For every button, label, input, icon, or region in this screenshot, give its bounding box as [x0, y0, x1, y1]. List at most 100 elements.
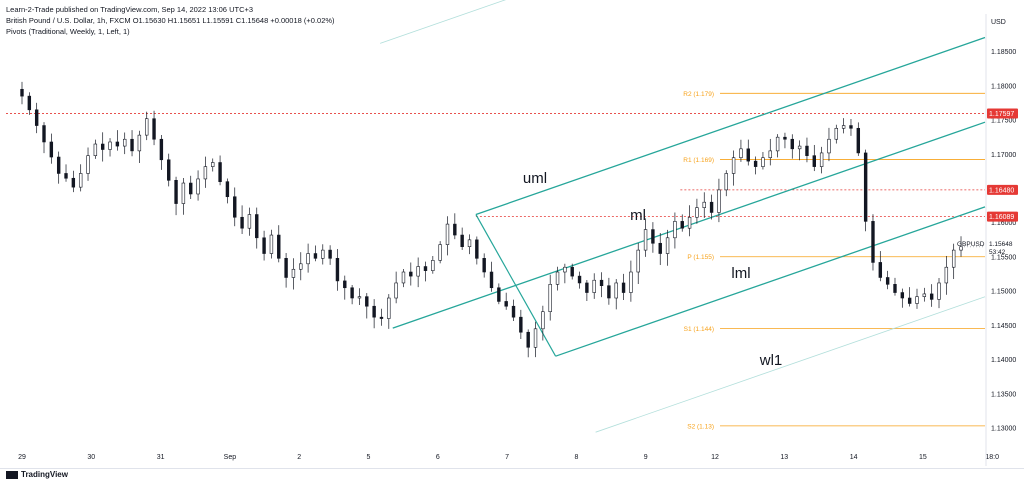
- candle-body: [702, 201, 706, 208]
- y-tick-label: 1.17000: [991, 152, 1016, 159]
- pitchfork-label: lml: [731, 265, 750, 282]
- candle-body: [878, 262, 883, 278]
- candle-body: [328, 249, 332, 259]
- candle-body: [585, 282, 589, 293]
- candle-body: [277, 234, 281, 259]
- candle-body: [929, 293, 934, 300]
- candle-body: [394, 282, 398, 299]
- x-tick-label: 30: [87, 454, 95, 461]
- candle-body: [629, 271, 633, 293]
- candle-body: [790, 138, 794, 150]
- candle-body: [379, 316, 384, 319]
- candle-body: [34, 109, 39, 126]
- candle-body: [922, 293, 927, 297]
- candle-body: [621, 282, 626, 293]
- candle-body: [438, 244, 442, 261]
- pitchfork-label: uml: [523, 170, 547, 187]
- candle-body: [636, 249, 640, 273]
- candle-body: [519, 316, 523, 333]
- candle-body: [269, 234, 274, 254]
- candle-body: [687, 216, 692, 229]
- candle-body: [797, 145, 802, 150]
- candle-body: [78, 173, 83, 188]
- price-tag: [987, 211, 1018, 222]
- pivot-label: P (1.155): [687, 254, 714, 261]
- candle-body: [137, 134, 142, 152]
- candle-body: [885, 277, 890, 285]
- candle-body: [152, 118, 156, 140]
- candle-body: [731, 157, 736, 174]
- chart-header: Learn-2-Trade published on TradingView.c…: [6, 4, 335, 37]
- candle-body: [423, 266, 428, 271]
- tradingview-icon: [6, 470, 18, 479]
- candle-body: [445, 223, 450, 245]
- indicator-line: Pivots (Traditional, Weekly, 1, Left, 1): [6, 27, 130, 36]
- upper-median-line: [475, 36, 986, 216]
- price-tag: [987, 184, 1018, 195]
- candle-body: [211, 162, 215, 167]
- candle-body: [255, 214, 259, 239]
- candle-body: [717, 189, 721, 213]
- pivot-label: S1 (1.144): [684, 326, 714, 333]
- candle-body: [401, 271, 406, 284]
- candle-body: [900, 292, 905, 299]
- candle-body: [167, 159, 171, 181]
- candle-body: [570, 266, 574, 277]
- candle-body: [372, 305, 376, 318]
- candle-body: [467, 239, 472, 247]
- candle-body: [768, 150, 772, 159]
- candle-body: [240, 216, 244, 229]
- candle-body: [607, 285, 611, 299]
- candle-body: [819, 152, 824, 167]
- candle-body: [937, 282, 941, 300]
- x-tick-label: 13: [780, 454, 788, 461]
- candle-body: [482, 258, 486, 273]
- x-tick-label: 2: [297, 454, 301, 461]
- y-tick-label: 1.16000: [991, 220, 1016, 227]
- candle-body: [159, 138, 164, 161]
- pitchfork-label: ml: [630, 207, 646, 224]
- candle-body: [299, 263, 303, 270]
- x-tick-label: 8: [574, 454, 578, 461]
- symbol-label: GBPUSD: [957, 241, 985, 248]
- candle-body: [709, 201, 714, 213]
- candle-body: [174, 180, 178, 204]
- brand-label: TradingView: [21, 470, 68, 479]
- candle-body: [489, 271, 494, 289]
- candle-body: [357, 296, 362, 299]
- price-tag: [987, 108, 1018, 119]
- candle-body: [665, 237, 670, 254]
- y-tick-label: 1.18500: [991, 49, 1016, 56]
- y-tick-label: 1.14000: [991, 357, 1016, 364]
- candle-body: [350, 287, 354, 299]
- candle-body: [409, 271, 413, 277]
- x-tick-label: 14: [850, 454, 858, 461]
- candle-body: [460, 234, 464, 247]
- lower-median-line: [555, 206, 986, 357]
- candle-body: [56, 156, 61, 174]
- candle-body: [548, 284, 552, 313]
- candle-body: [431, 260, 435, 271]
- candle-body: [108, 141, 112, 150]
- candle-body: [71, 177, 76, 188]
- candle-body: [247, 214, 252, 229]
- candle-body: [504, 301, 508, 307]
- upper-warning-line: [379, 0, 507, 44]
- candle-body: [555, 271, 560, 285]
- candle-body: [775, 136, 780, 152]
- candle-body: [541, 311, 545, 330]
- candle-body: [115, 141, 120, 147]
- candle-body: [343, 280, 347, 289]
- candle-body: [871, 221, 875, 263]
- price-tag-label: 1.16480: [989, 187, 1014, 194]
- candle-body: [387, 297, 391, 319]
- candle-body: [218, 162, 222, 182]
- candle-body: [944, 266, 949, 284]
- candle-body: [893, 284, 897, 293]
- candle-body: [563, 266, 567, 273]
- candle-body: [416, 266, 420, 277]
- candle-body: [196, 178, 200, 195]
- candle-body: [761, 157, 765, 167]
- candle-body: [49, 141, 54, 158]
